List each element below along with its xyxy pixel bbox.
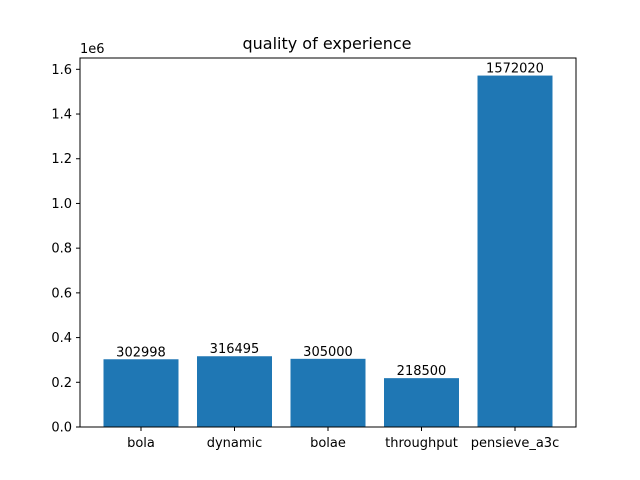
y-tick-label-4: 0.8 <box>51 242 72 257</box>
y-tick-label-1: 0.2 <box>51 376 72 391</box>
x-tick-label-dynamic: dynamic <box>207 436 263 451</box>
plot-frame <box>79 57 577 428</box>
x-tick-label-throughput: throughput <box>385 436 458 451</box>
y-tick-label-0: 0.0 <box>51 421 72 436</box>
y-axis-ticks: 0.0 0.2 0.4 0.6 0.8 1.0 1.2 1.4 1.6 <box>51 63 80 436</box>
bar-bolae <box>290 358 366 427</box>
bars-group <box>103 75 553 428</box>
y-tick-label-5: 1.0 <box>51 197 72 212</box>
bar-bola <box>103 359 179 427</box>
y-tick-label-2: 0.4 <box>51 331 72 346</box>
y-offset-text: 1e6 <box>80 42 105 57</box>
x-axis-ticks: bola dynamic bolae throughput pensieve_a3c <box>127 427 559 451</box>
y-tick-label-3: 0.6 <box>51 286 72 301</box>
bar-throughput <box>384 378 459 427</box>
data-labels-group: 302998 316495 305000 218500 1572020 <box>116 62 544 380</box>
x-tick-label-pensieve_a3c: pensieve_a3c <box>471 436 559 451</box>
y-tick-label-7: 1.4 <box>51 108 72 123</box>
bar-pensieve_a3c <box>477 75 553 428</box>
x-tick-label-bola: bola <box>127 436 155 451</box>
data-label-bola: 302998 <box>116 345 166 360</box>
data-label-pensieve_a3c: 1572020 <box>486 62 544 77</box>
data-label-dynamic: 316495 <box>210 342 260 357</box>
y-tick-label-8: 1.6 <box>51 63 72 78</box>
chart-title: quality of experience <box>242 34 411 53</box>
data-label-throughput: 218500 <box>397 364 447 379</box>
x-tick-label-bolae: bolae <box>310 436 346 451</box>
data-label-bolae: 305000 <box>303 345 353 360</box>
bar-dynamic <box>197 356 272 427</box>
y-tick-label-6: 1.2 <box>51 152 72 167</box>
